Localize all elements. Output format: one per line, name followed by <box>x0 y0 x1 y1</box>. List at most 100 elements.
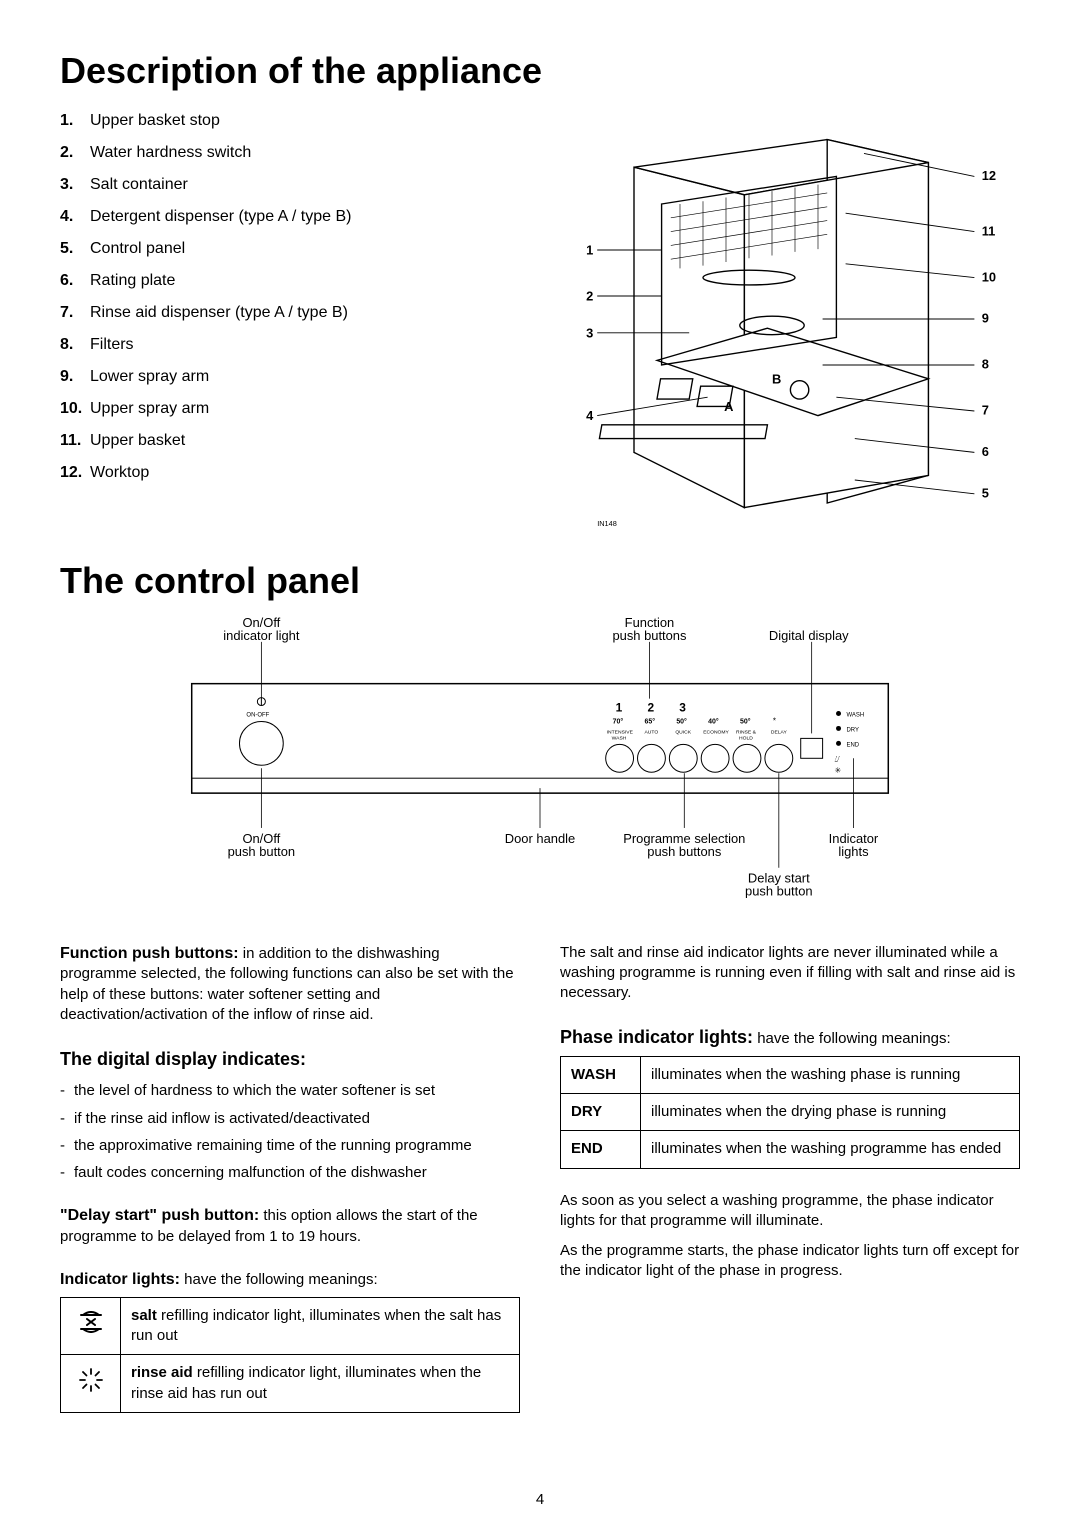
list-item: 7.Rinse aid dispenser (type A / type B) <box>60 304 502 322</box>
dash: - <box>60 1109 74 1129</box>
salt-rinse-note: The salt and rinse aid indicator lights … <box>560 943 1020 1004</box>
temp-1: 70° <box>613 718 624 726</box>
list-item: 6.Rating plate <box>60 272 502 290</box>
table-row: WASHilluminates when the washing phase i… <box>561 1056 1020 1093</box>
phase-dry-text: illuminates when the drying phase is run… <box>641 1094 1020 1131</box>
phase-end: END <box>561 1131 641 1168</box>
part-number: 11. <box>60 432 90 450</box>
list-item: -fault codes concerning malfunction of t… <box>60 1163 520 1183</box>
delay-start: "Delay start" push button: this option a… <box>60 1205 520 1247</box>
list-text: if the rinse aid inflow is activated/dea… <box>74 1109 370 1129</box>
label-onoff-light: On/Offindicator light <box>223 615 300 643</box>
part-number: 9. <box>60 368 90 386</box>
label-function-btns: Functionpush buttons <box>612 615 686 643</box>
part-label: Rating plate <box>90 272 175 290</box>
label-8: 8 <box>981 357 988 372</box>
label-2: 2 <box>586 289 593 304</box>
list-item: 9.Lower spray arm <box>60 368 502 386</box>
part-label: Rinse aid dispenser (type A / type B) <box>90 304 348 322</box>
led-dry: DRY <box>846 728 859 734</box>
part-label: Water hardness switch <box>90 144 251 162</box>
rinse-aid-icon <box>61 1355 121 1413</box>
dishwasher-svg: 1 2 3 4 12 11 10 9 8 7 6 5 A B IN148 <box>542 112 1020 535</box>
appliance-diagram: 1 2 3 4 12 11 10 9 8 7 6 5 A B IN148 <box>542 112 1020 535</box>
list-item: 10.Upper spray arm <box>60 400 502 418</box>
prog-5: RINSE &HOLD <box>736 730 757 742</box>
list-item: -if the rinse aid inflow is activated/de… <box>60 1109 520 1129</box>
label-3: 3 <box>586 325 593 340</box>
snow-icon: * <box>773 717 776 726</box>
label-5: 5 <box>981 485 988 500</box>
part-label: Salt container <box>90 176 188 194</box>
num-3: 3 <box>679 701 686 715</box>
part-label: Lower spray arm <box>90 368 209 386</box>
label-12: 12 <box>981 168 995 183</box>
list-text: fault codes concerning malfunction of th… <box>74 1163 427 1183</box>
part-label: Detergent dispenser (type A / type B) <box>90 208 351 226</box>
part-label: Upper basket <box>90 432 185 450</box>
phase-wash: WASH <box>561 1056 641 1093</box>
pil-text: have the following meanings: <box>753 1030 951 1047</box>
part-label: Upper basket stop <box>90 112 220 130</box>
part-label: Control panel <box>90 240 185 258</box>
part-number: 5. <box>60 240 90 258</box>
list-item: 1.Upper basket stop <box>60 112 502 130</box>
control-panel-svg: ON-OFF 70° 65° 50° 40° 50° * INTENSIVEWA… <box>132 614 948 913</box>
parts-list: 1.Upper basket stop 2.Water hardness swit… <box>60 112 502 535</box>
right-column: The salt and rinse aid indicator lights … <box>560 943 1020 1435</box>
dash: - <box>60 1081 74 1101</box>
num-2: 2 <box>647 701 654 715</box>
label-onoff-btn: On/Offpush button <box>228 831 296 859</box>
temp-4: 40° <box>708 718 719 726</box>
temp-2: 65° <box>644 718 655 726</box>
list-item: 3.Salt container <box>60 176 502 194</box>
part-number: 3. <box>60 176 90 194</box>
label-prog-sel: Programme selectionpush buttons <box>623 831 745 859</box>
part-label: Upper spray arm <box>90 400 209 418</box>
ds-title: "Delay start" push button: <box>60 1207 259 1224</box>
list-item: 11.Upper basket <box>60 432 502 450</box>
label-4: 4 <box>586 408 594 423</box>
table-row: DRYilluminates when the drying phase is … <box>561 1094 1020 1131</box>
top-section: 1.Upper basket stop 2.Water hardness swit… <box>60 112 1020 535</box>
part-number: 2. <box>60 144 90 162</box>
dash: - <box>60 1163 74 1183</box>
part-number: 4. <box>60 208 90 226</box>
body-columns: Function push buttons: in addition to th… <box>60 943 1020 1435</box>
list-text: the level of hardness to which the water… <box>74 1081 435 1101</box>
phase-note-2: As the programme starts, the phase indic… <box>560 1241 1020 1282</box>
indicator-lights: Indicator lights: have the following mea… <box>60 1269 520 1413</box>
page-number: 4 <box>536 1491 544 1508</box>
label-10: 10 <box>981 269 995 284</box>
salt-icon <box>61 1297 121 1355</box>
label-6: 6 <box>981 444 988 459</box>
part-number: 8. <box>60 336 90 354</box>
part-number: 7. <box>60 304 90 322</box>
rinse-text: rinse aid refilling indicator light, ill… <box>121 1355 520 1413</box>
digital-display-indicates: The digital display indicates: -the leve… <box>60 1047 520 1183</box>
prog-2: AUTO <box>644 730 658 736</box>
label-indicator-lights: Indicatorlights <box>829 831 879 859</box>
fpb-title: Function push buttons: <box>60 945 239 962</box>
label-7: 7 <box>981 403 988 418</box>
label-digital-display: Digital display <box>769 628 849 643</box>
list-item: 5.Control panel <box>60 240 502 258</box>
phase-table: WASHilluminates when the washing phase i… <box>560 1056 1020 1169</box>
label-1: 1 <box>586 243 593 258</box>
diagram-code: IN148 <box>597 519 617 528</box>
indicator-table: salt refilling indicator light, illumina… <box>60 1297 520 1413</box>
list-item: 8.Filters <box>60 336 502 354</box>
part-number: 6. <box>60 272 90 290</box>
part-label: Worktop <box>90 464 149 482</box>
label-b: B <box>772 371 781 386</box>
salt-icon-small: ⌰ <box>835 754 841 763</box>
phase-indicator-lights: Phase indicator lights: have the followi… <box>560 1025 1020 1168</box>
label-11: 11 <box>981 223 995 238</box>
table-row: ENDilluminates when the washing programm… <box>561 1131 1020 1168</box>
phase-note-1: As soon as you select a washing programm… <box>560 1191 1020 1232</box>
label-9: 9 <box>981 311 988 326</box>
num-1: 1 <box>616 701 623 715</box>
page-heading-1: Description of the appliance <box>60 50 1020 92</box>
part-number: 12. <box>60 464 90 482</box>
page-heading-2: The control panel <box>60 560 1020 602</box>
